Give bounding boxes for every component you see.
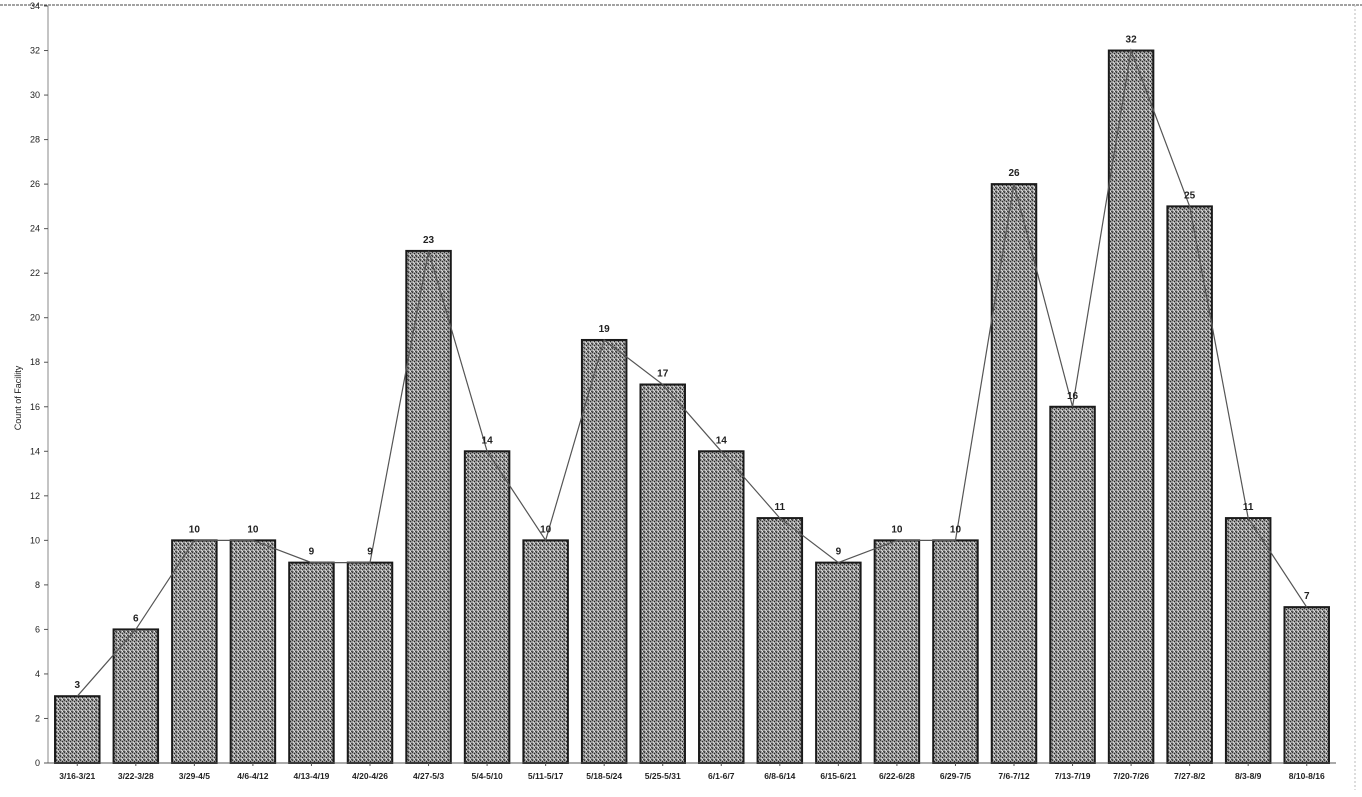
data-label: 14 [716,435,728,446]
bar [54,695,101,764]
data-label: 23 [423,235,435,246]
x-tick-label: 7/13-7/19 [1055,771,1091,781]
y-tick-label: 20 [30,313,40,323]
data-label: 10 [247,524,259,535]
x-tick-label: 5/4-5/10 [471,771,502,781]
y-tick-label: 34 [30,1,40,11]
bar [873,539,921,765]
bar [580,338,628,764]
bar [405,249,452,765]
bar [698,450,745,764]
bar [1283,606,1330,764]
x-tick-label: 4/27-5/3 [413,771,444,781]
data-label: 9 [309,547,315,558]
bar [932,539,979,765]
x-tick-label: 7/6-7/12 [998,771,1029,781]
data-label: 10 [950,524,962,535]
data-label: 11 [775,502,786,513]
bar [346,561,394,765]
bar [1049,405,1096,764]
y-tick-label: 26 [30,179,40,189]
data-label: 16 [1067,391,1079,402]
y-tick-label: 12 [30,491,40,501]
x-tick-label: 4/13-4/19 [293,771,329,781]
y-tick-label: 16 [30,402,40,412]
y-tick-label: 22 [30,268,40,278]
data-label: 10 [540,524,552,535]
bar [639,383,686,764]
x-tick-label: 3/16-3/21 [59,771,95,781]
bar [112,628,160,764]
y-tick-label: 24 [30,224,40,234]
data-label: 3 [74,680,80,691]
y-tick-label: 10 [30,535,40,545]
y-tick-label: 8 [35,580,40,590]
bar [990,183,1038,764]
bar [522,539,569,765]
data-label: 9 [836,547,842,558]
y-tick-label: 14 [30,446,40,456]
data-label: 10 [189,524,201,535]
x-tick-label: 7/20-7/26 [1113,771,1149,781]
data-label: 26 [1008,168,1020,179]
y-tick-label: 32 [30,46,40,56]
bar [756,517,804,765]
x-tick-label: 3/22-3/28 [118,771,154,781]
data-label: 17 [657,369,669,380]
y-tick-label: 6 [35,624,40,634]
bar [171,539,218,765]
x-tick-label: 5/18-5/24 [586,771,622,781]
bar [1224,517,1272,765]
x-axis: 3/16-3/21 3/22-3/28 3/29-4/5 4/6-4/12 4/13-4… [48,762,1336,781]
data-labels-group: 3 6 10 10 9 9 23 14 10 19 17 14 11 9 10 10 26 16 32 25 11 7 [74,35,1309,692]
data-label: 19 [599,324,611,335]
x-tick-label: 8/3-8/9 [1235,771,1262,781]
data-label: 14 [482,435,494,446]
x-tick-label: 8/10-8/16 [1289,771,1325,781]
x-tick-label: 5/11-5/17 [528,771,564,781]
x-tick-label: 7/27-8/2 [1174,771,1205,781]
x-tick-label: 4/6-4/12 [237,771,268,781]
x-tick-label: 6/29-7/5 [940,771,971,781]
y-tick-label: 4 [35,669,40,679]
y-tick-label: 28 [30,135,40,145]
x-tick-label: 6/1-6/7 [708,771,735,781]
bar [229,539,277,765]
x-tick-label: 3/29-4/5 [179,771,210,781]
y-tick-label: 18 [30,357,40,367]
bar [815,561,862,765]
data-label: 32 [1126,35,1138,46]
x-tick-label: 5/25-5/31 [645,771,681,781]
y-axis-title: Count of Facility [13,365,23,430]
trend-line-group [76,48,1308,697]
y-tick-label: 30 [30,90,40,100]
data-label: 25 [1184,190,1196,201]
y-tick-label: 0 [35,758,40,768]
data-label: 11 [1243,502,1254,513]
data-label: 9 [367,547,373,558]
bars-group [54,49,1330,765]
x-tick-label: 6/15-6/21 [820,771,856,781]
bar [463,450,511,764]
bar [1107,49,1155,764]
data-label: 6 [133,613,139,624]
trend-line [76,48,1308,697]
x-tick-label: 4/20-4/26 [352,771,388,781]
data-label: 10 [891,524,903,535]
data-label: 7 [1304,591,1310,602]
bar [288,561,335,765]
x-tick-label: 6/8-6/14 [764,771,795,781]
y-tick-label: 2 [35,713,40,723]
x-tick-label: 6/22-6/28 [879,771,915,781]
